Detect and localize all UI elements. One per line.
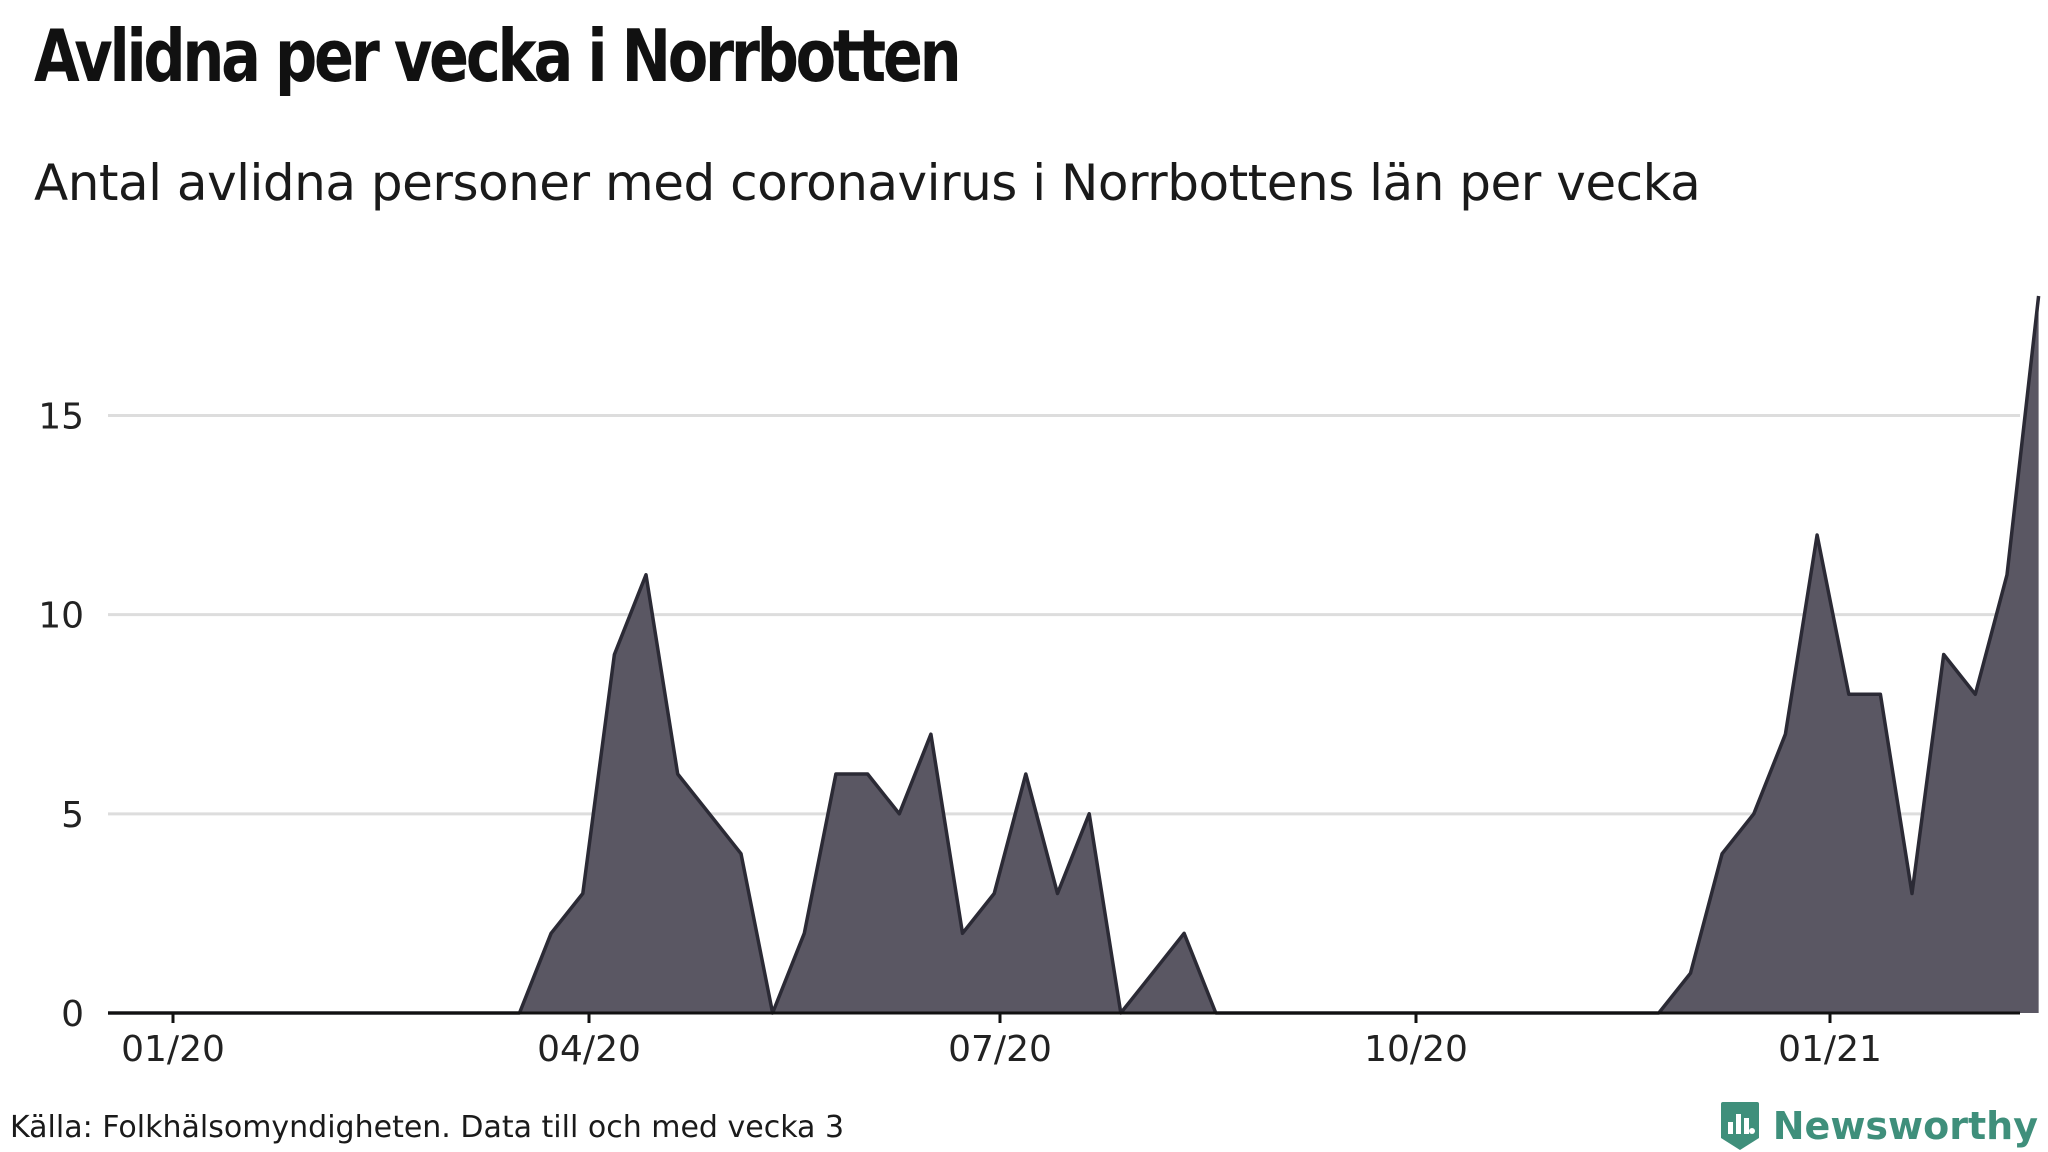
brand-name: Newsworthy bbox=[1772, 1104, 2038, 1148]
gridlines bbox=[108, 414, 2020, 816]
x-tick-label: 04/20 bbox=[537, 1029, 641, 1070]
area-fill bbox=[108, 296, 2039, 1013]
chart-title: Avlidna per vecka i Norrbotten bbox=[34, 14, 962, 98]
y-tick-label: 10 bbox=[38, 596, 84, 637]
chart-subtitle: Antal avlidna personer med coronavirus i… bbox=[34, 154, 1701, 212]
x-tick-label: 07/20 bbox=[948, 1029, 1052, 1070]
source-note: Källa: Folkhälsomyndigheten. Data till o… bbox=[10, 1110, 845, 1145]
y-tick-label: 15 bbox=[38, 397, 84, 438]
area-series bbox=[108, 295, 2041, 1015]
x-tick-label: 01/20 bbox=[121, 1029, 225, 1070]
newsworthy-logo[interactable]: Newsworthy bbox=[1719, 1100, 2038, 1152]
axes: 0 5 10 15 01/20 04/20 07/20 10/20 01/21 bbox=[38, 397, 2020, 1070]
y-tick-label: 0 bbox=[61, 994, 84, 1035]
x-tick-label: 01/21 bbox=[1778, 1029, 1882, 1070]
y-tick-label: 5 bbox=[61, 795, 84, 836]
bar-chart-badge-icon bbox=[1720, 1102, 1759, 1150]
x-tick-label: 10/20 bbox=[1364, 1029, 1468, 1070]
